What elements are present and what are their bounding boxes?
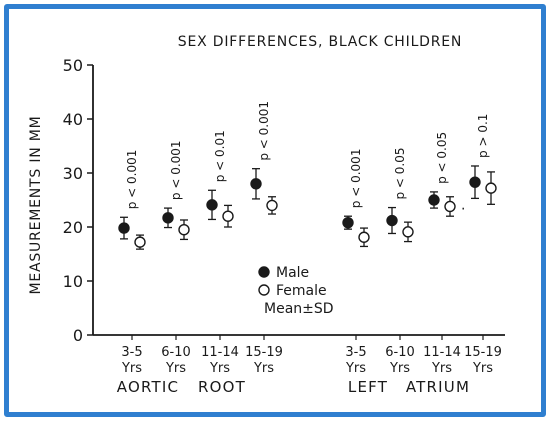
group-label-word: LEFT: [348, 378, 388, 396]
x-tick-label-unit: Yrs: [431, 361, 452, 376]
legend-note: Mean±SD: [264, 301, 334, 317]
male-mean-point: [469, 176, 481, 188]
group-label-word: AORTIC: [117, 378, 179, 396]
x-tick-label-unit: Yrs: [209, 361, 230, 376]
female-mean-point: [485, 182, 497, 194]
p-value-label: p < 0.01: [213, 130, 227, 182]
group-label-word: ROOT: [198, 378, 246, 396]
male-mean-point: [206, 199, 218, 211]
y-tick-label: 10: [63, 272, 83, 291]
p-value-label: p < 0.001: [349, 149, 363, 209]
male-mean-point: [428, 194, 440, 206]
x-tick-label-age: 3-5: [121, 345, 142, 360]
p-value-label: p > 0.1: [476, 114, 490, 158]
p-value-label: p < 0.001: [257, 101, 271, 161]
y-tick-label: 40: [63, 110, 83, 129]
x-tick-label-age: 11-14: [201, 345, 239, 360]
annotation-dot: .: [461, 197, 465, 213]
axes: 0 10 20 30 40 50: [63, 56, 505, 345]
x-tick-label-unit: Yrs: [389, 361, 410, 376]
x-axis-labels: 3-5Yrs6-10Yrs11-14Yrs15-19Yrs3-5Yrs6-10Y…: [117, 345, 502, 396]
male-mean-point: [386, 214, 398, 227]
y-tick-label: 20: [63, 218, 83, 237]
x-tick-label-age: 11-14: [423, 345, 461, 360]
female-mean-point: [178, 223, 190, 236]
legend-marker-male: [258, 266, 270, 278]
female-mean-point: [444, 200, 456, 213]
female-mean-point: [266, 199, 278, 212]
x-tick-label-unit: Yrs: [253, 361, 274, 376]
chart-title: SEX DIFFERENCES, BLACK CHILDREN: [178, 34, 462, 50]
x-tick-label-age: 6-10: [161, 345, 191, 360]
y-axis-label: MEASUREMENTS IN MM: [28, 115, 44, 294]
x-tick-label-unit: Yrs: [121, 361, 142, 376]
p-value-label: p < 0.05: [393, 148, 407, 200]
female-mean-point: [222, 210, 234, 222]
female-mean-point: [134, 236, 146, 248]
p-value-label: p < 0.001: [169, 140, 183, 200]
legend-label-female: Female: [276, 283, 327, 299]
chart-frame: [4, 4, 546, 417]
group-label-word: ATRIUM: [406, 378, 470, 396]
x-tick-label-unit: Yrs: [472, 361, 493, 376]
x-tick-label-age: 6-10: [385, 345, 415, 360]
x-tick-label-age: 3-5: [345, 345, 366, 360]
legend: Male Female Mean±SD: [258, 265, 334, 317]
y-tick-label: 0: [73, 326, 83, 345]
male-mean-point: [250, 178, 262, 190]
female-mean-point: [402, 226, 414, 238]
x-tick-label-unit: Yrs: [165, 361, 186, 376]
legend-marker-female: [258, 284, 270, 296]
x-tick-label-age: 15-19: [245, 345, 283, 360]
female-mean-point: [358, 231, 370, 243]
x-tick-label-age: 15-19: [464, 345, 502, 360]
p-value-label: p < 0.05: [435, 132, 449, 184]
y-tick-label: 50: [63, 56, 83, 75]
male-mean-point: [162, 212, 174, 224]
data-marks: p < 0.001 p < 0.001 p < 0.01 p < 0.001 p < 0…: [118, 101, 497, 250]
p-value-label: p < 0.001: [125, 150, 139, 210]
male-mean-point: [342, 216, 354, 229]
male-mean-point: [118, 222, 130, 234]
x-tick-label-unit: Yrs: [345, 361, 366, 376]
y-tick-label: 30: [63, 164, 83, 183]
legend-label-male: Male: [276, 265, 309, 281]
